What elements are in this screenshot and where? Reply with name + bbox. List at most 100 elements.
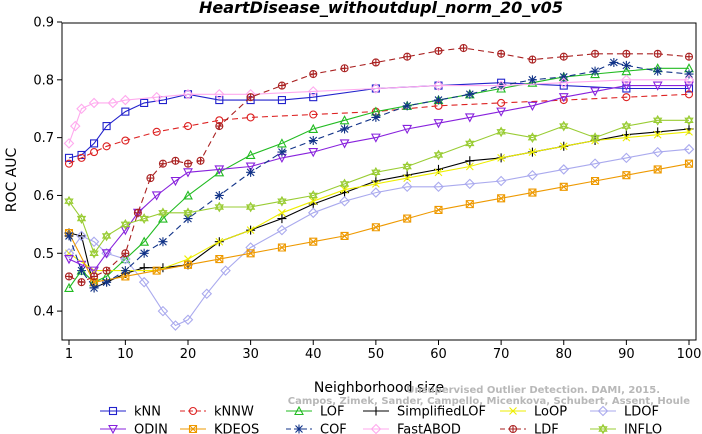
legend-marker-ldof <box>597 405 609 417</box>
point-fastabod <box>88 97 100 109</box>
point-ldof <box>683 143 695 155</box>
point-ldf <box>684 52 694 61</box>
point-loop <box>246 226 255 235</box>
point-loop <box>434 168 443 177</box>
point-ldf <box>158 159 167 168</box>
point-lof <box>64 282 74 293</box>
x-tick-label: 20 <box>180 347 197 362</box>
point-knn <box>102 122 111 131</box>
point-lof <box>308 123 319 134</box>
point-kdeos <box>277 243 286 252</box>
point-knnw <box>152 127 161 136</box>
legend-marker-lof <box>294 405 304 416</box>
point-ldf <box>528 55 537 64</box>
point-knnw <box>77 153 86 162</box>
point-ldof <box>276 224 288 236</box>
point-ldf <box>497 49 506 58</box>
point-knnw <box>121 136 130 145</box>
plot-frame <box>61 22 697 341</box>
point-loop <box>371 180 380 188</box>
y-tick-label: 0.9 <box>33 16 54 31</box>
point-loop <box>465 162 474 171</box>
point-ldf <box>653 49 662 58</box>
point-inflo <box>684 114 694 126</box>
point-kdeos <box>152 266 161 275</box>
point-loop <box>278 208 286 217</box>
x-tick-label: 10 <box>117 347 134 362</box>
legend-label-knn: kNN <box>134 405 161 420</box>
point-knn <box>140 98 149 107</box>
legend-label-ldf: LDF <box>534 423 559 434</box>
point-cof <box>433 95 443 105</box>
legend-label-fastabod: FastABOD <box>397 423 461 434</box>
point-ldf <box>591 49 600 58</box>
series-line-odin <box>68 85 689 272</box>
point-cof <box>465 89 475 99</box>
point-odin <box>402 124 413 135</box>
series-line-fastabod <box>68 79 689 144</box>
point-inflo <box>214 201 224 213</box>
point-kdeos <box>684 159 694 168</box>
point-kdeos <box>591 176 600 186</box>
point-cof <box>64 231 74 241</box>
point-inflo <box>527 132 538 144</box>
point-ldof <box>558 164 570 175</box>
point-lof <box>183 190 193 200</box>
legend-marker-kdeos <box>188 424 198 434</box>
point-odin <box>370 133 381 143</box>
point-odin <box>590 87 600 97</box>
point-knn <box>64 153 74 162</box>
point-inflo <box>76 213 87 224</box>
point-cof <box>102 277 112 287</box>
series-fastabod <box>63 74 695 149</box>
point-fastabod <box>621 74 632 86</box>
y-tick-label: 0.7 <box>33 131 54 146</box>
point-cof <box>158 237 168 247</box>
legend-marker-knnw <box>188 406 198 416</box>
point-knnw <box>622 93 631 102</box>
point-ldof <box>433 181 444 193</box>
point-cof <box>120 266 130 276</box>
y-axis-title: ROC AUC <box>4 147 20 212</box>
x-tick-label: 30 <box>242 347 259 362</box>
point-inflo <box>183 207 193 219</box>
point-inflo <box>89 247 99 259</box>
point-cof <box>308 136 318 146</box>
point-knnw <box>309 110 318 119</box>
point-ldof <box>138 276 150 288</box>
point-odin <box>621 81 632 91</box>
point-ldf <box>183 159 193 168</box>
point-knn <box>309 93 318 102</box>
series-ldf <box>64 43 694 287</box>
y-tick-label: 0.6 <box>33 189 54 204</box>
point-knnw <box>64 159 74 168</box>
point-ldof <box>464 178 476 190</box>
point-ldf <box>133 208 142 217</box>
point-cof <box>621 60 631 70</box>
point-odin <box>151 191 162 201</box>
point-odin <box>308 148 319 158</box>
point-loop <box>622 133 631 142</box>
point-ldof <box>120 253 131 265</box>
point-ldf <box>196 156 205 165</box>
point-kdeos <box>622 171 631 180</box>
point-knn <box>559 81 568 90</box>
x-tick-label: 60 <box>430 347 447 362</box>
point-ldf <box>434 46 443 55</box>
point-cof <box>653 66 663 76</box>
legend-marker-simplifiedlof <box>371 406 381 416</box>
point-cof <box>590 66 600 76</box>
series-loop <box>65 127 693 275</box>
point-knnw <box>497 98 506 107</box>
point-loop <box>559 142 568 151</box>
point-cof <box>77 266 87 276</box>
legend-item-cof: COF <box>286 423 347 434</box>
point-loop <box>340 185 349 194</box>
point-odin <box>170 176 181 187</box>
point-loop <box>653 130 662 139</box>
point-inflo <box>158 207 168 219</box>
point-odin <box>183 168 193 178</box>
point-inflo <box>120 218 131 230</box>
point-knn <box>277 96 286 105</box>
point-fastabod <box>120 94 131 106</box>
